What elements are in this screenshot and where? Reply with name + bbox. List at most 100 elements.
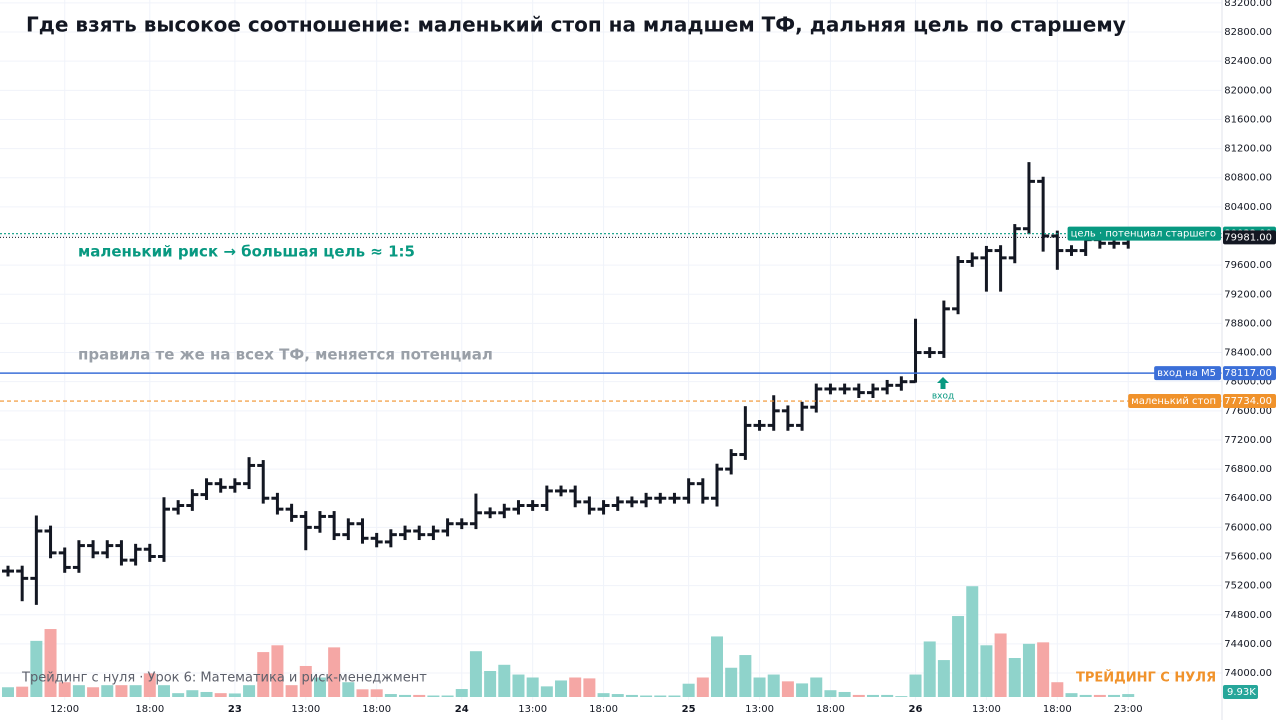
y-tick-label: 74400.00 (1224, 639, 1272, 650)
volume-bar (1108, 694, 1121, 697)
chart-title: Где взять высокое соотношение: маленький… (26, 13, 1126, 37)
price-tag: 79981.00 (1224, 232, 1272, 243)
y-tick-label: 76400.00 (1224, 493, 1272, 504)
volume-bar (370, 689, 383, 697)
volume-bar (838, 691, 851, 697)
volume-bar (1079, 694, 1092, 697)
level-name-box (1067, 226, 1221, 241)
volume-bar (739, 655, 752, 697)
volume-bar (952, 616, 965, 697)
volume-bar (852, 694, 865, 697)
volume-bar (980, 645, 993, 697)
volume-bar (682, 683, 695, 697)
volume-tag-box (1223, 685, 1258, 699)
level-name: цель · потенциал старшего (1071, 229, 1216, 240)
volume-bar (583, 678, 596, 697)
volume-bar (1022, 643, 1035, 697)
x-tick-label: 26 (909, 704, 923, 715)
note-rules: правила те же на всех ТФ, меняется потен… (78, 346, 493, 364)
volume-bar (87, 687, 100, 697)
volume-bar (384, 694, 397, 697)
x-tick-label: 25 (682, 704, 696, 715)
x-tick-label: 13:00 (972, 704, 1001, 715)
volume-bar (895, 696, 908, 697)
volume-bar (937, 660, 950, 697)
volume-bar (228, 693, 241, 697)
volume-bar (994, 633, 1007, 697)
volume-tag: 9.93K (1227, 687, 1256, 698)
note-risk: маленький риск → большая цель ≈ 1:5 (78, 243, 415, 261)
volume-bar (143, 673, 156, 697)
y-tick-label: 76800.00 (1224, 464, 1272, 475)
volume-bar (101, 685, 114, 697)
volume-bar (555, 680, 568, 697)
volume-bar (157, 685, 170, 697)
y-tick-label: 78800.00 (1224, 318, 1272, 329)
y-tick-label: 82800.00 (1224, 27, 1272, 38)
volume-bar (654, 695, 667, 697)
volume-bar (668, 695, 681, 697)
x-tick-label: 13:00 (745, 704, 774, 715)
x-tick-label: 18:00 (816, 704, 845, 715)
entry-arrow (937, 377, 949, 389)
volume-bar (866, 694, 879, 697)
y-tick-label: 82400.00 (1224, 56, 1272, 67)
volume-bar (342, 682, 355, 697)
volume-bar (611, 694, 624, 697)
volume-bar (30, 640, 43, 697)
y-tick-label: 83200.00 (1224, 0, 1272, 9)
y-tick-label: 76000.00 (1224, 522, 1272, 533)
y-tick-label: 78400.00 (1224, 348, 1272, 359)
volume-bar (498, 664, 511, 697)
volume-bar (356, 689, 369, 697)
y-tick-label: 81200.00 (1224, 144, 1272, 155)
volume-bar (767, 674, 780, 697)
volume-bar (58, 682, 71, 697)
volume-bar (753, 677, 766, 697)
grid (0, 0, 1222, 700)
volume-bar (597, 693, 610, 697)
y-tick-label: 79600.00 (1224, 260, 1272, 271)
volume-bar (1065, 693, 1078, 697)
price-tag-box (1223, 366, 1276, 381)
price-tags: цель · потенциал старшего80032.00вход на… (1067, 226, 1276, 699)
volume-bar (413, 694, 426, 697)
volume-bar (115, 685, 128, 697)
x-tick-label: 23:00 (1114, 704, 1143, 715)
volume-bar (540, 686, 553, 697)
volume-bar (725, 667, 738, 697)
volume-bar (328, 647, 341, 697)
x-tick-label: 23 (228, 704, 242, 715)
volume-bar (172, 693, 185, 697)
x-tick-label: 12:00 (50, 704, 79, 715)
y-tick-label: 74800.00 (1224, 610, 1272, 621)
y-tick-label: 81600.00 (1224, 114, 1272, 125)
volume-bar (299, 665, 312, 697)
volume-bar (881, 694, 894, 697)
y-tick-label: 74000.00 (1224, 668, 1272, 679)
volume-bar (2, 687, 14, 697)
volume-bar (1093, 694, 1106, 697)
volume-bar (285, 685, 298, 697)
volume-bar (186, 690, 199, 697)
x-tick-label: 13:00 (518, 704, 547, 715)
volume-bar (1008, 658, 1021, 697)
volume-bar (796, 683, 809, 697)
volume-bar (810, 677, 823, 697)
x-tick-label: 18:00 (589, 704, 618, 715)
price-axis (1222, 0, 1280, 720)
volume-bar (1037, 642, 1050, 697)
x-tick-label: 18:00 (362, 704, 391, 715)
volume-bar (640, 695, 653, 697)
volume-bar (923, 641, 936, 697)
volume-bar (696, 677, 709, 697)
y-tick-label: 80800.00 (1224, 173, 1272, 184)
y-tick-label: 75600.00 (1224, 552, 1272, 563)
volume-bar (909, 674, 922, 697)
y-tick-label: 77200.00 (1224, 435, 1272, 446)
entry-label: вход (932, 392, 954, 402)
y-tick-label: 78000.00 (1224, 377, 1272, 388)
x-tick-label: 13:00 (291, 704, 320, 715)
level-name: вход на M5 (1157, 368, 1216, 379)
